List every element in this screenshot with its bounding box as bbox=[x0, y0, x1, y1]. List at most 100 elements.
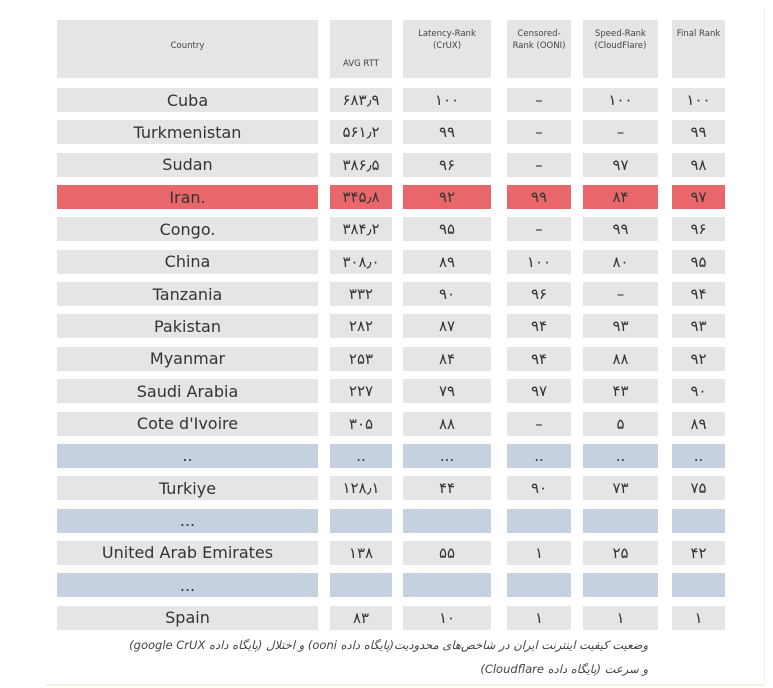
table-cell: Cuba bbox=[57, 88, 318, 112]
table-cell: ۹۶ bbox=[672, 217, 725, 242]
empty-cell bbox=[583, 573, 658, 598]
table-cell: ۴۳ bbox=[583, 379, 658, 404]
table-cell: China bbox=[57, 249, 318, 274]
table-cell: ۱۰۰ bbox=[672, 88, 725, 112]
table-cell: ۱۰۰ bbox=[583, 88, 658, 112]
table-cell: ۱۰۰ bbox=[403, 88, 491, 112]
table-cell: ۱ bbox=[583, 605, 658, 630]
table-cell: ۳۸۶٫۵ bbox=[330, 152, 392, 177]
table-cell: ۱۲۸٫۱ bbox=[330, 476, 392, 501]
table-cell: ۳۰۸٫۰ bbox=[330, 249, 392, 274]
table-cell: Congo. bbox=[57, 217, 318, 242]
table-cell: ۹۴ bbox=[507, 346, 571, 371]
table-cell: ۹۴ bbox=[507, 314, 571, 339]
table-cell: United Arab Emirates bbox=[57, 540, 318, 565]
header-cell: Speed-Rank (CloudFlare) bbox=[583, 20, 658, 78]
table-cell: ۹۳ bbox=[672, 314, 725, 339]
table-cell: ۸۹ bbox=[403, 249, 491, 274]
table-cell: ۸۳ bbox=[330, 605, 392, 630]
table-cell: ۱ bbox=[507, 605, 571, 630]
table-cell: ۸۹ bbox=[672, 411, 725, 436]
table-cell: ۲۸۲ bbox=[330, 314, 392, 339]
table-cell: .. bbox=[583, 443, 658, 468]
table-cell: .. bbox=[330, 443, 392, 468]
table-cell: ۳۰۵ bbox=[330, 411, 392, 436]
empty-cell bbox=[672, 508, 725, 533]
table-cell: ۹۹ bbox=[583, 217, 658, 242]
table-cell: ۹۵ bbox=[672, 249, 725, 274]
table-cell: – bbox=[507, 120, 571, 145]
frame bbox=[46, 8, 765, 686]
table-cell: ... bbox=[403, 443, 491, 468]
table-cell: ۹۰ bbox=[403, 282, 491, 307]
table-cell: ۱۳۸ bbox=[330, 540, 392, 565]
table-cell: ۸۴ bbox=[583, 185, 658, 210]
table-cell: ۲۵ bbox=[583, 540, 658, 565]
table-cell: Tanzania bbox=[57, 282, 318, 307]
table-cell: Turkmenistan bbox=[57, 120, 318, 145]
table-cell: ۸۸ bbox=[583, 346, 658, 371]
table-cell: ... bbox=[57, 573, 318, 598]
header-cell: AVG RTT bbox=[330, 20, 392, 78]
table-cell: ۳۴۵٫۸ bbox=[330, 185, 392, 210]
table-cell: – bbox=[507, 411, 571, 436]
empty-cell bbox=[403, 508, 491, 533]
table-cell: ۵ bbox=[583, 411, 658, 436]
table-cell: ۹۹ bbox=[672, 120, 725, 145]
table-cell: ۹۳ bbox=[583, 314, 658, 339]
empty-cell bbox=[403, 573, 491, 598]
table-cell: ۷۵ bbox=[672, 476, 725, 501]
table-cell: ۹۹ bbox=[507, 185, 571, 210]
table-cell: ۹۵ bbox=[403, 217, 491, 242]
header-cell: Latency-Rank (CrUX) bbox=[403, 20, 491, 78]
table-cell: ۹۸ bbox=[672, 152, 725, 177]
table-cell: ۹۶ bbox=[507, 282, 571, 307]
table-cell: ۳۳۲ bbox=[330, 282, 392, 307]
table-cell: ۹۰ bbox=[507, 476, 571, 501]
table-cell: ۸۰ bbox=[583, 249, 658, 274]
table-cell: ۱ bbox=[507, 540, 571, 565]
table-cell: ۹۴ bbox=[672, 282, 725, 307]
table-cell: ۴۴ bbox=[403, 476, 491, 501]
table-cell: .. bbox=[672, 443, 725, 468]
header-cell: Country bbox=[57, 20, 318, 78]
table-cell: Spain bbox=[57, 605, 318, 630]
table-cell: Iran. bbox=[57, 185, 318, 210]
table-cell: ۹۶ bbox=[403, 152, 491, 177]
table-cell: ۸۸ bbox=[403, 411, 491, 436]
table-cell: – bbox=[507, 88, 571, 112]
table-cell: Myanmar bbox=[57, 346, 318, 371]
table-cell: – bbox=[583, 282, 658, 307]
table-cell: ۹۷ bbox=[583, 152, 658, 177]
caption-line: و سرعت (پایگاه داده Cloudflare) bbox=[480, 662, 648, 676]
table-cell: ۹۹ bbox=[403, 120, 491, 145]
caption-line: وضعیت کیفیت اینترنت ایران در شاخص‌های مح… bbox=[129, 638, 648, 652]
empty-cell bbox=[330, 508, 392, 533]
table-cell: .. bbox=[507, 443, 571, 468]
table-cell: ۱۰۰ bbox=[507, 249, 571, 274]
table-cell: ۱ bbox=[672, 605, 725, 630]
table-cell: ۵۶۱٫۲ bbox=[330, 120, 392, 145]
table-cell: Saudi Arabia bbox=[57, 379, 318, 404]
table-cell: ۵۵ bbox=[403, 540, 491, 565]
table-cell: ۶۸۳٫۹ bbox=[330, 88, 392, 112]
table-cell: ۸۴ bbox=[403, 346, 491, 371]
empty-cell bbox=[583, 508, 658, 533]
table-cell: ... bbox=[57, 508, 318, 533]
empty-cell bbox=[330, 573, 392, 598]
table-cell: ۹۲ bbox=[403, 185, 491, 210]
table-cell: – bbox=[507, 152, 571, 177]
empty-cell bbox=[507, 508, 571, 533]
table-cell: Pakistan bbox=[57, 314, 318, 339]
table-cell: .. bbox=[57, 443, 318, 468]
table-cell: Cote d'Ivoire bbox=[57, 411, 318, 436]
table-cell: ۹۷ bbox=[507, 379, 571, 404]
table-cell: – bbox=[583, 120, 658, 145]
table-cell: ۸۷ bbox=[403, 314, 491, 339]
table-cell: ۹۲ bbox=[672, 346, 725, 371]
table-cell: ۷۹ bbox=[403, 379, 491, 404]
table-cell: ۴۲ bbox=[672, 540, 725, 565]
table-cell: ۹۰ bbox=[672, 379, 725, 404]
table-cell: Sudan bbox=[57, 152, 318, 177]
table-cell: ۷۳ bbox=[583, 476, 658, 501]
